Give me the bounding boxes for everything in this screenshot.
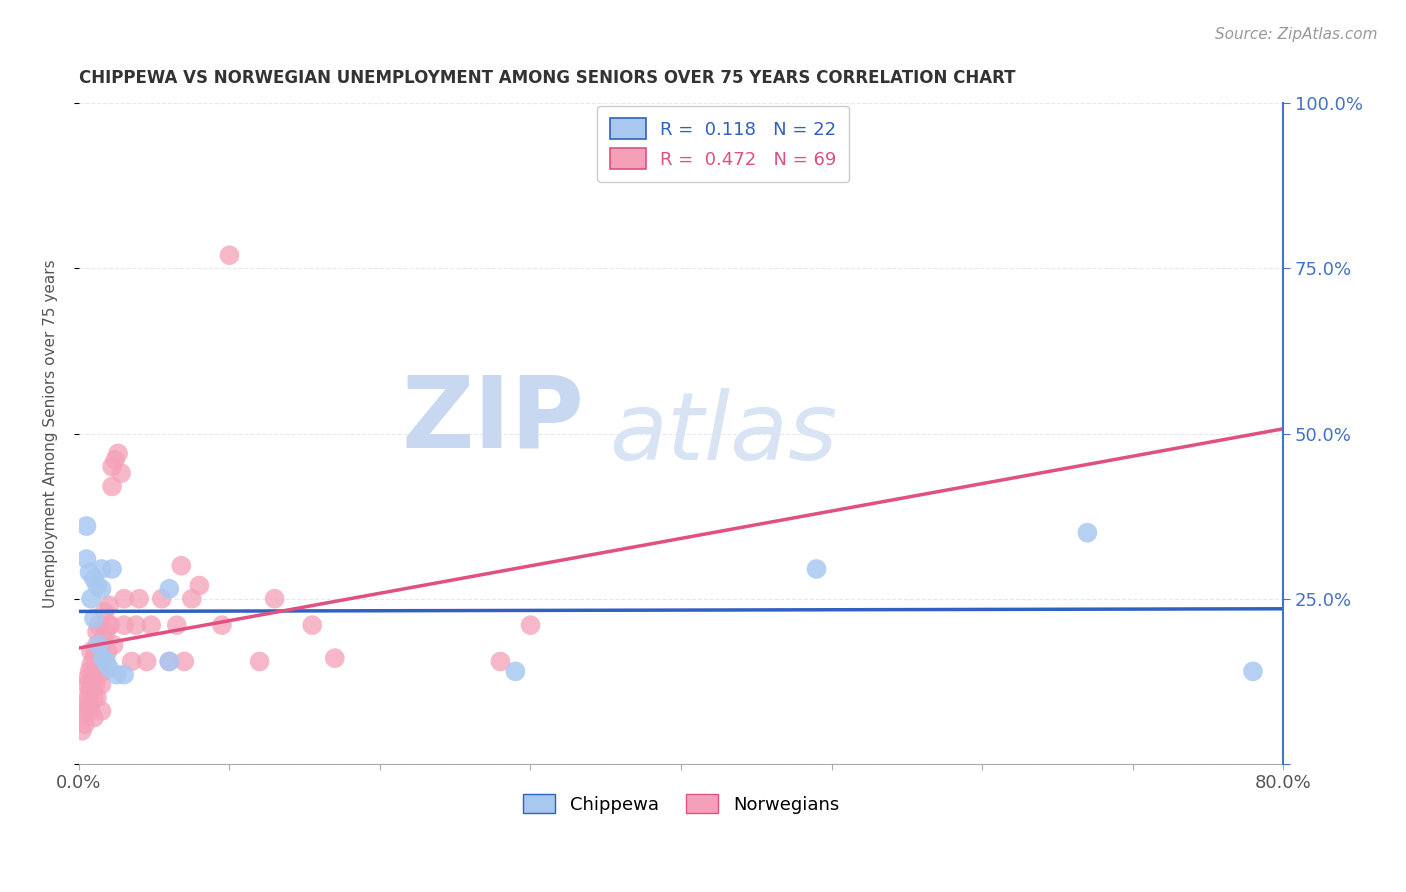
Point xyxy=(73,717,96,731)
Point xyxy=(519,618,541,632)
Point xyxy=(79,684,101,698)
Point xyxy=(125,618,148,632)
Point xyxy=(83,710,105,724)
Point xyxy=(96,644,118,658)
Point xyxy=(98,618,121,632)
Point xyxy=(86,690,108,705)
Point xyxy=(166,618,188,632)
Point xyxy=(110,467,132,481)
Point xyxy=(170,558,193,573)
Point xyxy=(135,655,157,669)
Point xyxy=(86,671,108,685)
Point xyxy=(79,698,101,712)
Point xyxy=(323,651,346,665)
Point xyxy=(87,638,110,652)
Point xyxy=(80,591,103,606)
Point xyxy=(70,723,93,738)
Point xyxy=(82,684,104,698)
Point xyxy=(87,665,110,679)
Point xyxy=(263,591,285,606)
Point xyxy=(101,479,124,493)
Point xyxy=(83,651,105,665)
Point xyxy=(806,562,828,576)
Point xyxy=(218,248,240,262)
Point xyxy=(505,665,527,679)
Point xyxy=(101,459,124,474)
Point xyxy=(87,618,110,632)
Text: Source: ZipAtlas.com: Source: ZipAtlas.com xyxy=(1215,27,1378,42)
Point xyxy=(173,655,195,669)
Point xyxy=(76,704,98,718)
Point xyxy=(80,644,103,658)
Point xyxy=(93,605,115,619)
Point xyxy=(180,591,202,606)
Point xyxy=(105,667,128,681)
Point xyxy=(76,552,98,566)
Point xyxy=(73,698,96,712)
Point xyxy=(128,591,150,606)
Point xyxy=(98,599,121,613)
Point xyxy=(83,572,105,586)
Point xyxy=(77,671,100,685)
Point xyxy=(94,624,117,639)
Text: atlas: atlas xyxy=(609,388,837,479)
Point xyxy=(83,611,105,625)
Point xyxy=(90,704,112,718)
Legend: Chippewa, Norwegians: Chippewa, Norwegians xyxy=(516,787,846,821)
Point xyxy=(82,671,104,685)
Point xyxy=(157,655,180,669)
Point xyxy=(83,665,105,679)
Point xyxy=(91,651,114,665)
Point xyxy=(489,655,512,669)
Point xyxy=(141,618,163,632)
Point xyxy=(112,667,135,681)
Point xyxy=(91,665,114,679)
Point xyxy=(77,690,100,705)
Point xyxy=(101,562,124,576)
Point xyxy=(98,661,121,675)
Y-axis label: Unemployment Among Seniors over 75 years: Unemployment Among Seniors over 75 years xyxy=(44,260,58,608)
Point xyxy=(83,690,105,705)
Point xyxy=(86,578,108,592)
Point xyxy=(301,618,323,632)
Point xyxy=(188,578,211,592)
Point xyxy=(80,704,103,718)
Point xyxy=(121,655,143,669)
Point xyxy=(150,591,173,606)
Point xyxy=(249,655,271,669)
Point xyxy=(76,677,98,691)
Point xyxy=(211,618,233,632)
Point xyxy=(84,677,107,691)
Point xyxy=(80,657,103,672)
Point xyxy=(90,677,112,691)
Point xyxy=(89,644,111,658)
Point xyxy=(84,644,107,658)
Text: ZIP: ZIP xyxy=(402,372,585,469)
Point xyxy=(86,624,108,639)
Point xyxy=(100,618,122,632)
Point xyxy=(90,562,112,576)
Point xyxy=(90,651,112,665)
Point xyxy=(103,638,125,652)
Point xyxy=(157,582,180,596)
Point xyxy=(79,566,101,580)
Point xyxy=(86,638,108,652)
Point xyxy=(94,655,117,669)
Point xyxy=(80,677,103,691)
Point xyxy=(157,655,180,669)
Point xyxy=(90,582,112,596)
Point xyxy=(112,618,135,632)
Point xyxy=(76,519,98,533)
Point xyxy=(79,665,101,679)
Point xyxy=(112,591,135,606)
Point xyxy=(72,710,94,724)
Point xyxy=(104,453,127,467)
Point xyxy=(91,632,114,646)
Point xyxy=(107,446,129,460)
Point xyxy=(1076,525,1098,540)
Text: CHIPPEWA VS NORWEGIAN UNEMPLOYMENT AMONG SENIORS OVER 75 YEARS CORRELATION CHART: CHIPPEWA VS NORWEGIAN UNEMPLOYMENT AMONG… xyxy=(79,69,1015,87)
Point xyxy=(1241,665,1264,679)
